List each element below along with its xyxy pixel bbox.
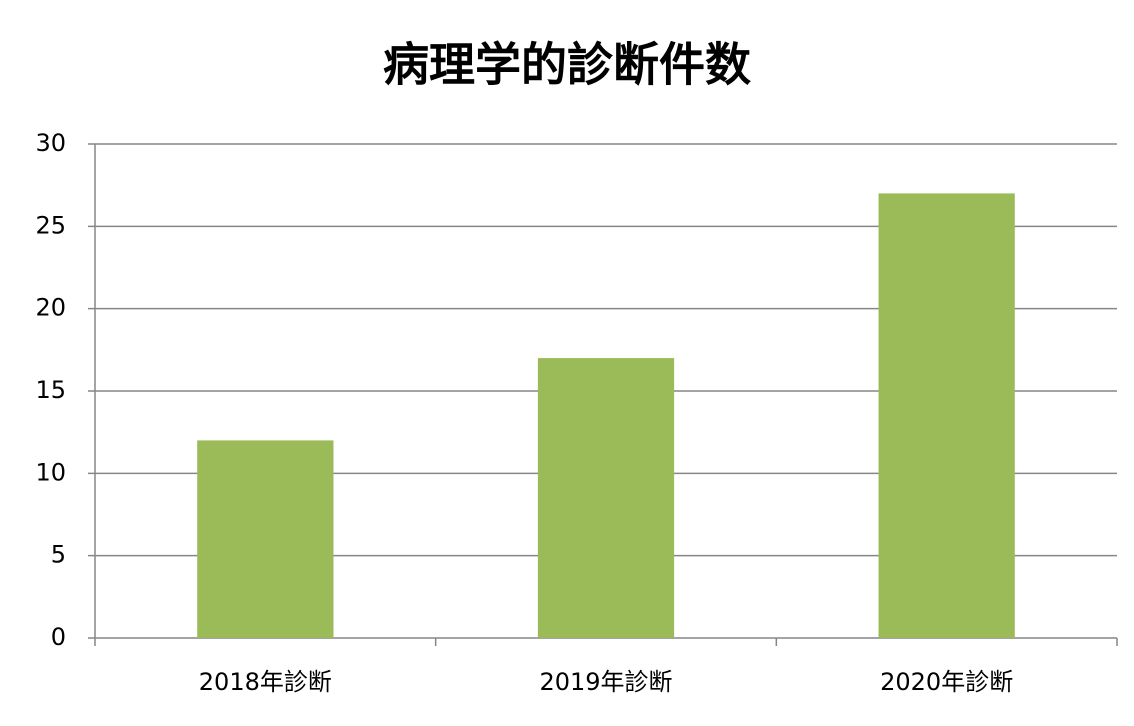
chart-title: 病理学的診断件数 (383, 38, 751, 92)
bar (537, 358, 675, 638)
y-tick-label: 15 (35, 376, 66, 404)
bar (197, 440, 334, 638)
y-tick-label: 20 (35, 294, 66, 322)
y-tick-label: 10 (35, 458, 66, 486)
x-tick-label: 2020年診断 (880, 668, 1013, 696)
y-tick-label: 30 (35, 129, 66, 157)
y-tick-label: 0 (51, 623, 66, 651)
y-tick-label: 25 (35, 211, 66, 239)
y-tick-label: 5 (51, 541, 66, 569)
x-tick-label: 2018年診断 (199, 668, 332, 696)
x-tick-label: 2019年診断 (539, 668, 672, 696)
bar (878, 193, 1015, 638)
